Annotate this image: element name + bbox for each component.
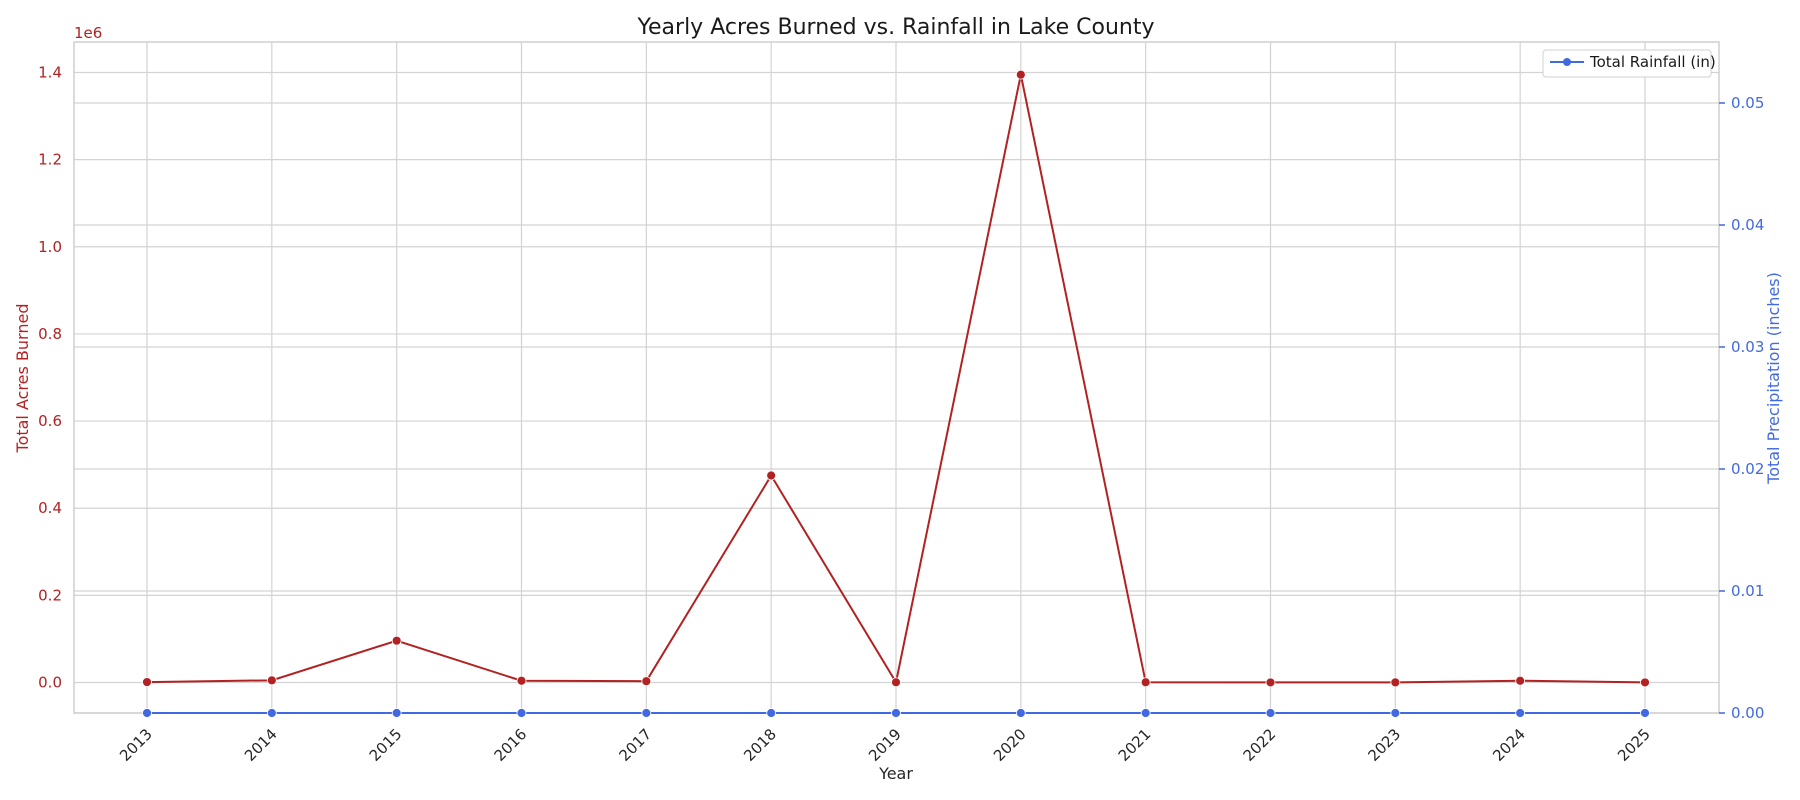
legend-label-rainfall: Total Rainfall (in) [1589,53,1716,71]
data-point-rainfall [891,708,901,718]
left-y-tick-label: 0.2 [38,586,62,604]
data-point-acres-burned [891,677,901,688]
right-y-tick-label: 0.01 [1731,582,1764,600]
data-point-acres-burned [391,635,402,646]
data-point-rainfall [391,708,402,718]
x-tick-label: 2021 [1115,725,1155,765]
data-point-rainfall [516,708,527,718]
x-tick-label: 2023 [1364,725,1404,765]
left-y-tick-label: 0.0 [38,674,62,692]
right-axis-label: Total Precipitation (inches) [1764,272,1783,485]
chart-title: Yearly Acres Burned vs. Rainfall in Lake… [636,15,1154,40]
left-y-tick-label: 0.8 [38,325,62,343]
data-point-acres-burned [766,470,777,481]
x-tick-label: 2022 [1240,725,1280,765]
data-point-acres-burned [516,675,527,686]
data-point-rainfall [266,708,277,718]
data-point-rainfall [1640,708,1650,718]
x-tick-label: 2016 [491,725,531,765]
grid-layer [74,42,1719,714]
data-point-acres-burned [266,675,277,686]
right-y-tick-label: 0.03 [1731,338,1764,356]
data-point-acres-burned [1390,677,1401,688]
data-point-acres-burned [1640,677,1650,688]
legend-box [1542,49,1712,78]
legend-marker-rainfall [1563,58,1571,66]
right-y-tick-label: 0.04 [1731,216,1764,234]
left-y-tick-label: 1.0 [38,238,62,256]
left-y-tick-label: 1.2 [38,151,62,169]
x-tick-label: 2020 [990,725,1030,765]
data-point-acres-burned [1015,69,1026,80]
data-point-rainfall [1015,708,1026,718]
data-point-acres-burned [1515,675,1526,686]
data-point-rainfall [1265,708,1276,718]
data-point-rainfall [1515,708,1526,718]
data-point-rainfall [1390,708,1401,718]
left-axis-offset-label: 1e6 [74,24,102,42]
data-point-acres-burned [1140,677,1151,688]
x-tick-label: 2025 [1614,725,1654,765]
left-axis-label: Total Acres Burned [13,304,32,454]
x-axis-label: Year [878,764,913,783]
x-tick-label: 2024 [1489,725,1529,765]
data-point-rainfall [766,708,777,718]
left-y-tick-label: 1.4 [38,64,62,82]
x-tick-label: 2019 [865,725,905,765]
data-point-rainfall [142,708,152,718]
data-point-acres-burned [1265,677,1276,688]
x-tick-label: 2013 [116,725,156,765]
x-tick-label: 2015 [366,725,406,765]
right-y-tick-label: 0.00 [1731,704,1764,722]
data-point-rainfall [641,708,652,718]
x-tick-label: 2017 [615,725,655,765]
data-point-acres-burned [142,677,152,687]
data-point-acres-burned [641,676,652,687]
left-y-tick-label: 0.6 [38,412,62,430]
left-y-tick-label: 0.4 [38,499,62,517]
right-y-tick-label: 0.05 [1731,94,1764,112]
right-y-tick-label: 0.02 [1731,460,1764,478]
legend: Total Rainfall (in) [1542,49,1716,78]
series-layer [142,69,1650,718]
x-tick-label: 2014 [241,725,281,765]
x-tick-label: 2018 [740,725,780,765]
data-point-rainfall [1140,708,1151,718]
